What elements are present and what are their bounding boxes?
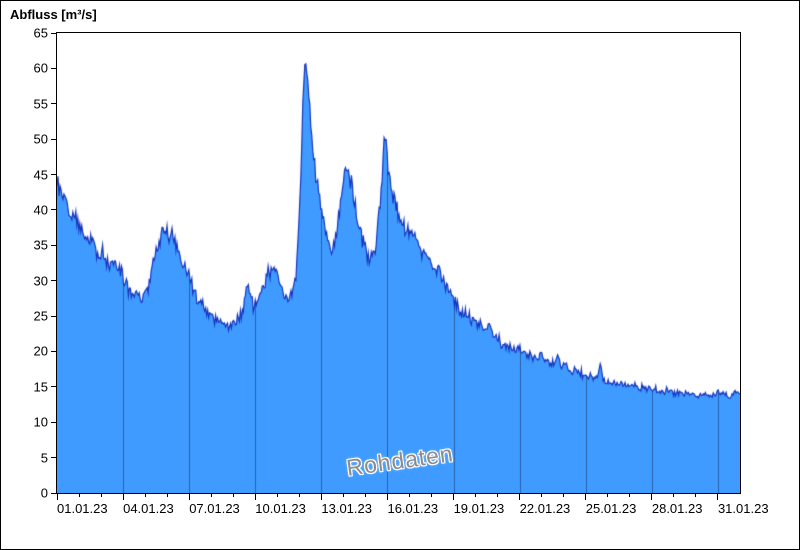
y-axis-tick-label: 60 (33, 60, 48, 76)
y-axis-tick (51, 67, 56, 69)
y-axis-tick-label: 20 (33, 343, 48, 359)
x-axis-minor-tick (431, 494, 433, 497)
y-axis-tick (51, 103, 56, 105)
y-axis-tick-label: 15 (33, 379, 48, 395)
y-axis-tick-label: 40 (33, 202, 48, 218)
y-axis-tick-label: 65 (33, 25, 48, 41)
x-axis-tick-label: 28.01.23 (651, 501, 703, 516)
x-axis-major-tick (453, 494, 455, 500)
x-axis-minor-tick (409, 494, 411, 497)
x-axis-tick-label: 13.01.23 (321, 501, 372, 516)
x-axis-minor-tick (276, 494, 278, 497)
x-axis-minor-tick (364, 494, 366, 497)
x-axis-major-tick (717, 494, 719, 500)
x-axis-major-tick (519, 494, 521, 500)
y-axis-tick-label: 5 (40, 450, 48, 466)
y-axis-tick (51, 457, 56, 459)
x-axis-minor-tick (695, 494, 697, 497)
x-axis-major-tick (254, 494, 256, 500)
chart-title: Abfluss [m³/s] (10, 7, 97, 22)
x-axis-tick-label: 19.01.23 (453, 501, 505, 516)
x-axis-major-tick (651, 494, 653, 500)
x-axis-minor-tick (607, 494, 609, 497)
x-axis-minor-tick (100, 494, 102, 497)
x-axis-minor-tick (497, 494, 499, 497)
x-axis-major-tick (386, 494, 388, 500)
x-axis-minor-tick (541, 494, 543, 497)
x-axis-minor-tick (563, 494, 565, 497)
y-axis-tick (51, 315, 56, 317)
x-axis-minor-tick (629, 494, 631, 497)
x-axis-tick-label: 16.01.23 (387, 501, 439, 516)
y-axis-tick (51, 209, 56, 211)
y-axis-tick (51, 138, 56, 140)
y-axis-tick-label: 35 (33, 237, 48, 253)
y-axis-tick (51, 174, 56, 176)
x-axis-tick-label: 01.01.23 (57, 501, 108, 516)
x-axis-tick-label: 07.01.23 (189, 501, 240, 516)
y-axis-tick-label: 30 (33, 273, 48, 289)
y-axis-tick (51, 492, 56, 494)
y-axis-tick (51, 350, 56, 352)
y-axis-tick-label: 0 (40, 485, 48, 501)
x-axis-minor-tick (342, 494, 344, 497)
x-axis-tick-label: 25.01.23 (585, 501, 637, 516)
y-axis-tick (51, 280, 56, 282)
x-axis-minor-tick (210, 494, 212, 497)
x-axis-minor-tick (673, 494, 675, 497)
y-axis-tick-label: 25 (33, 308, 48, 324)
x-axis-major-tick (56, 494, 58, 500)
y-axis-tick-label: 50 (33, 131, 48, 147)
x-axis-tick-label: 04.01.23 (123, 501, 174, 516)
x-axis-tick-label: 31.01.23 (717, 501, 769, 516)
x-axis-major-tick (320, 494, 322, 500)
y-axis-tick (51, 244, 56, 246)
plot-area: Rohdaten (56, 32, 741, 494)
y-axis-tick-label: 45 (33, 167, 48, 183)
y-axis-tick-label: 10 (33, 414, 48, 430)
x-axis-major-tick (122, 494, 124, 500)
x-axis-tick-label: 22.01.23 (519, 501, 571, 516)
x-axis-minor-tick (232, 494, 234, 497)
y-axis-tick (51, 386, 56, 388)
x-axis-major-tick (188, 494, 190, 500)
x-axis-minor-tick (475, 494, 477, 497)
x-axis-minor-tick (166, 494, 168, 497)
y-axis-tick (51, 32, 56, 34)
x-axis-tick-label: 10.01.23 (255, 501, 306, 516)
x-axis-minor-tick (144, 494, 146, 497)
y-axis-tick-label: 55 (33, 96, 48, 112)
y-axis-tick (51, 421, 56, 423)
x-axis-major-tick (585, 494, 587, 500)
x-axis-minor-tick (78, 494, 80, 497)
x-axis-minor-tick (298, 494, 300, 497)
discharge-area-series (57, 33, 740, 493)
